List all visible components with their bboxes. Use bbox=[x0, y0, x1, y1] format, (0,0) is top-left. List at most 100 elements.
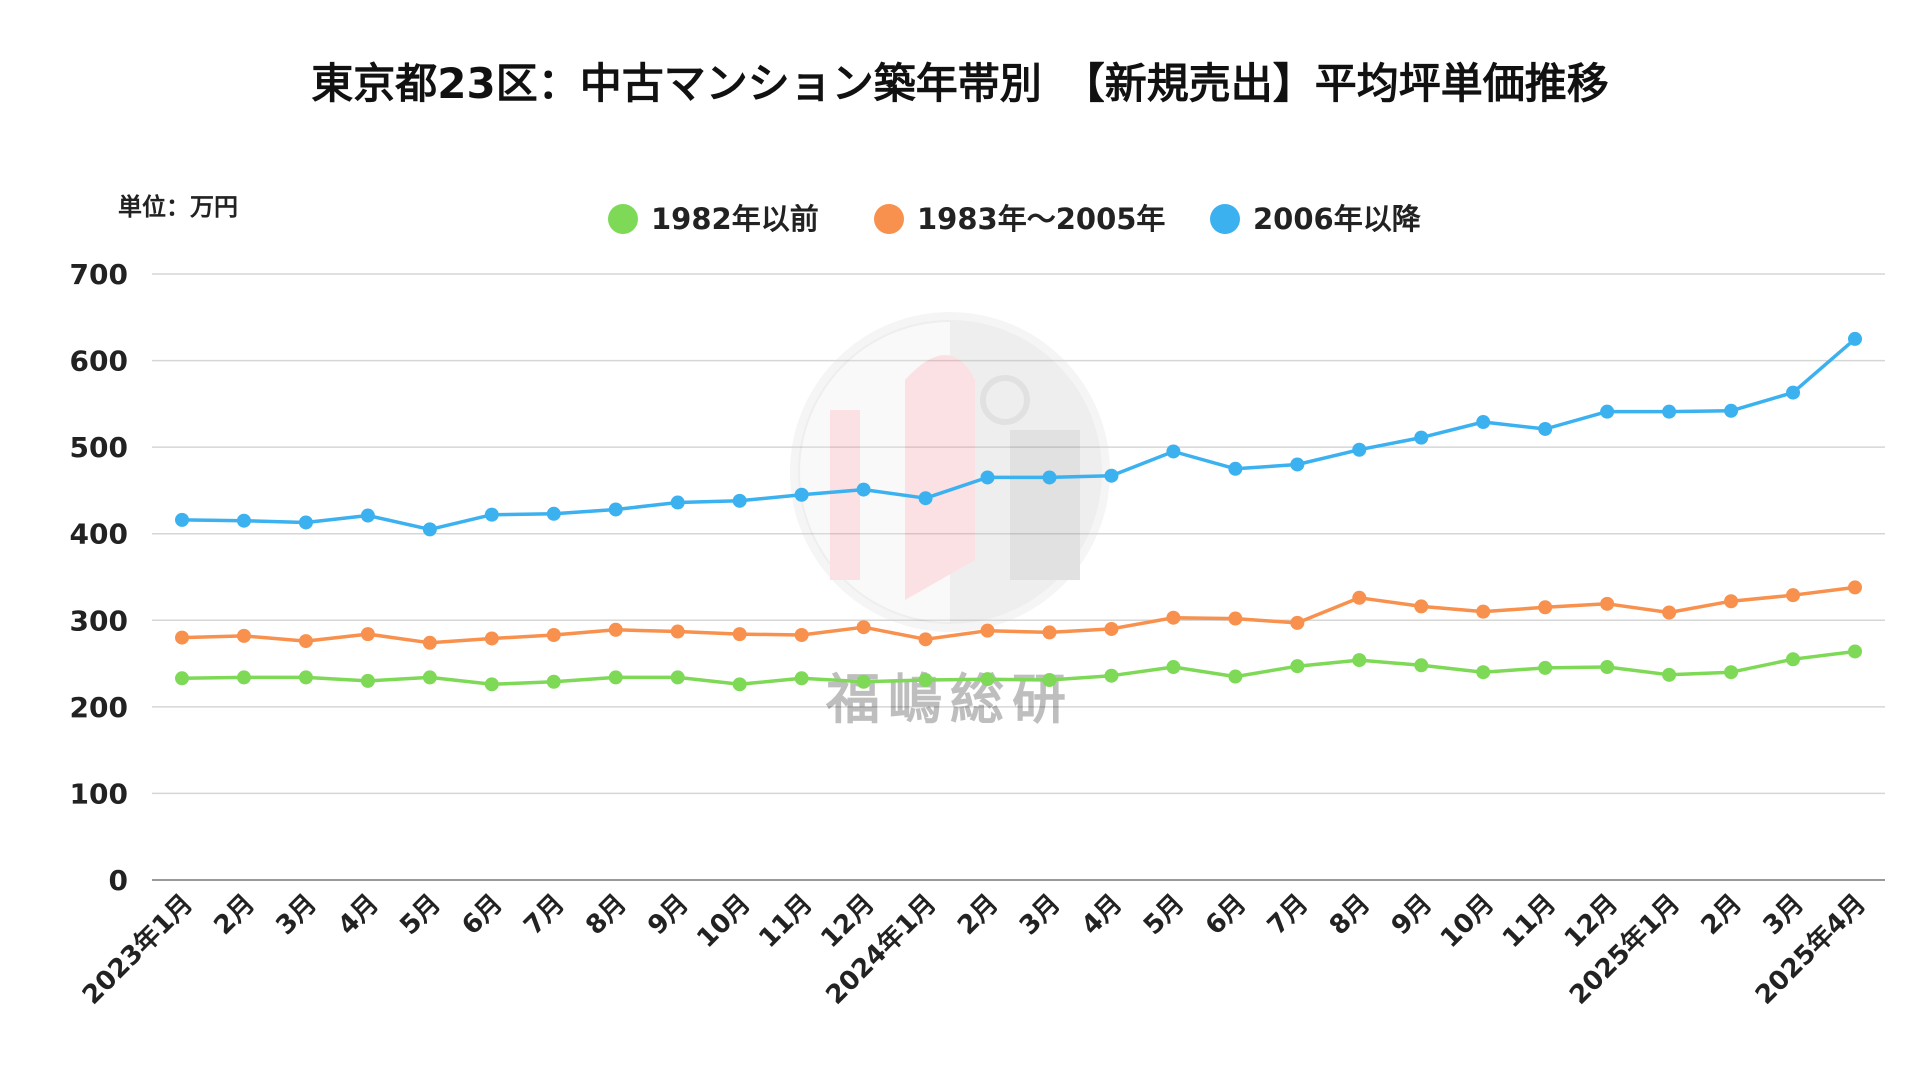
data-point bbox=[918, 673, 933, 688]
data-point bbox=[1476, 415, 1491, 430]
data-point bbox=[236, 513, 251, 528]
data-point bbox=[546, 674, 561, 689]
data-point bbox=[794, 487, 809, 502]
series-line bbox=[180, 585, 1857, 645]
data-point bbox=[546, 506, 561, 521]
x-tick-label: 11月 bbox=[753, 889, 818, 954]
x-tick-label: 5月 bbox=[394, 889, 446, 941]
data-point bbox=[298, 634, 313, 649]
data-point bbox=[732, 493, 747, 508]
data-point bbox=[1042, 470, 1057, 485]
data-point bbox=[1662, 404, 1677, 419]
data-point bbox=[1476, 665, 1491, 680]
gear-icon bbox=[980, 375, 1030, 425]
x-tick-label: 8月 bbox=[580, 889, 632, 941]
data-point bbox=[1724, 403, 1739, 418]
y-tick-label: 600 bbox=[70, 345, 128, 378]
data-point bbox=[1228, 611, 1243, 626]
watermark-figure bbox=[905, 355, 975, 600]
series-line bbox=[180, 337, 1857, 532]
legend-marker bbox=[874, 204, 904, 234]
data-point bbox=[918, 632, 933, 647]
data-point bbox=[1290, 615, 1305, 630]
x-tick-label: 2023年1月 bbox=[76, 888, 199, 1011]
data-point bbox=[980, 470, 995, 485]
data-point bbox=[856, 620, 871, 635]
x-tick-label: 3月 bbox=[270, 889, 322, 941]
data-point bbox=[422, 635, 437, 650]
data-point bbox=[670, 624, 685, 639]
data-point bbox=[1538, 421, 1553, 436]
x-tick-label: 6月 bbox=[1200, 889, 1252, 941]
data-point bbox=[1724, 594, 1739, 609]
legend-marker bbox=[608, 204, 638, 234]
data-point bbox=[1600, 660, 1615, 675]
x-tick-label: 4月 bbox=[332, 889, 384, 941]
chart-title: 東京都23区：中古マンション築年帯別 【新規売出】平均坪単価推移 bbox=[311, 59, 1608, 108]
data-point bbox=[1228, 461, 1243, 476]
legend-item: 2006年以降 bbox=[1210, 202, 1422, 236]
y-tick-label: 700 bbox=[70, 258, 128, 291]
data-point bbox=[484, 677, 499, 692]
legend-label: 2006年以降 bbox=[1253, 202, 1422, 236]
data-point bbox=[1166, 444, 1181, 459]
data-point bbox=[1042, 625, 1057, 640]
data-point bbox=[484, 507, 499, 522]
x-tick-label: 3月 bbox=[1014, 889, 1066, 941]
data-point bbox=[608, 670, 623, 685]
data-point bbox=[1662, 667, 1677, 682]
data-point bbox=[732, 677, 747, 692]
y-tick-label: 100 bbox=[70, 777, 128, 810]
x-tick-label: 6月 bbox=[456, 889, 508, 941]
data-point bbox=[1228, 669, 1243, 684]
data-point bbox=[360, 627, 375, 642]
data-point bbox=[1414, 430, 1429, 445]
watermark-building-right bbox=[1010, 430, 1080, 580]
gridlines: 0 100 200 300 400 500 600 700 bbox=[70, 258, 1885, 897]
data-point bbox=[360, 508, 375, 523]
y-tick-label: 300 bbox=[70, 604, 128, 637]
watermark-half bbox=[800, 322, 950, 622]
data-point bbox=[1352, 590, 1367, 605]
data-point bbox=[1600, 596, 1615, 611]
data-point bbox=[1538, 660, 1553, 675]
data-point bbox=[1786, 588, 1801, 603]
data-point bbox=[1166, 660, 1181, 675]
data-point bbox=[298, 515, 313, 530]
x-tick-label: 7月 bbox=[1262, 889, 1314, 941]
data-point bbox=[1476, 604, 1491, 619]
y-tick-label: 500 bbox=[70, 431, 128, 464]
data-point bbox=[1352, 442, 1367, 457]
data-point bbox=[298, 670, 313, 685]
legend-label: 1982年以前 bbox=[651, 202, 819, 236]
y-tick-label: 400 bbox=[70, 518, 128, 551]
data-point bbox=[1724, 665, 1739, 680]
data-point bbox=[1538, 600, 1553, 615]
data-point bbox=[546, 628, 561, 643]
y-tick-label: 200 bbox=[70, 691, 128, 724]
data-point bbox=[608, 622, 623, 637]
legend: 1982年以前 1983年～2005年 2006年以降 bbox=[608, 202, 1422, 236]
data-point bbox=[1104, 621, 1119, 636]
x-tick-label: 10月 bbox=[691, 889, 756, 954]
data-point bbox=[856, 482, 871, 497]
x-tick-label: 2月 bbox=[209, 889, 261, 941]
y-tick-label: 0 bbox=[109, 864, 128, 897]
data-point bbox=[236, 670, 251, 685]
data-point bbox=[175, 671, 189, 686]
data-point bbox=[1662, 605, 1677, 620]
data-point bbox=[1290, 659, 1305, 674]
data-point bbox=[175, 630, 189, 645]
data-point bbox=[1104, 468, 1119, 483]
x-tick-label: 4月 bbox=[1076, 889, 1128, 941]
watermark-circle bbox=[790, 312, 1110, 632]
watermark-building-left bbox=[830, 410, 860, 580]
data-point bbox=[422, 670, 437, 685]
data-point bbox=[1042, 673, 1057, 688]
x-tick-label: 3月 bbox=[1758, 889, 1810, 941]
x-tick-label: 8月 bbox=[1324, 889, 1376, 941]
x-tick-label: 2月 bbox=[952, 889, 1004, 941]
